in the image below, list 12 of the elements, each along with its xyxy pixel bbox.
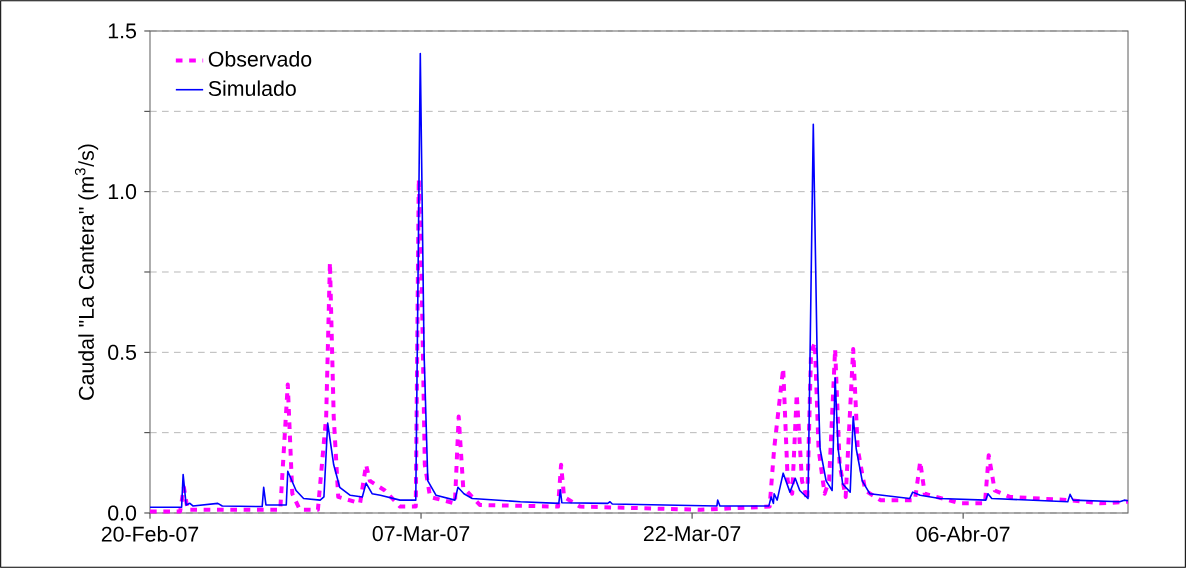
y-axis-title: Caudal "La Cantera" (m$^{3}$/s) [74,144,99,400]
x-tick-label: 06-Abr-07 [916,526,1010,542]
y-tick-label: 0.0 [108,505,137,521]
y-tick-label: 1.5 [108,23,137,39]
x-tick-label: 22-Mar-07 [643,526,741,542]
legend-label: Simulado [208,80,296,97]
legend-label: Observado [208,51,312,67]
y-tick-label: 0.5 [108,344,137,360]
x-tick-label: 20-Feb-07 [101,526,199,542]
line-series [149,52,1129,509]
x-tick-label: 07-Mar-07 [372,526,470,542]
y-tick-label: 1.0 [108,184,137,200]
